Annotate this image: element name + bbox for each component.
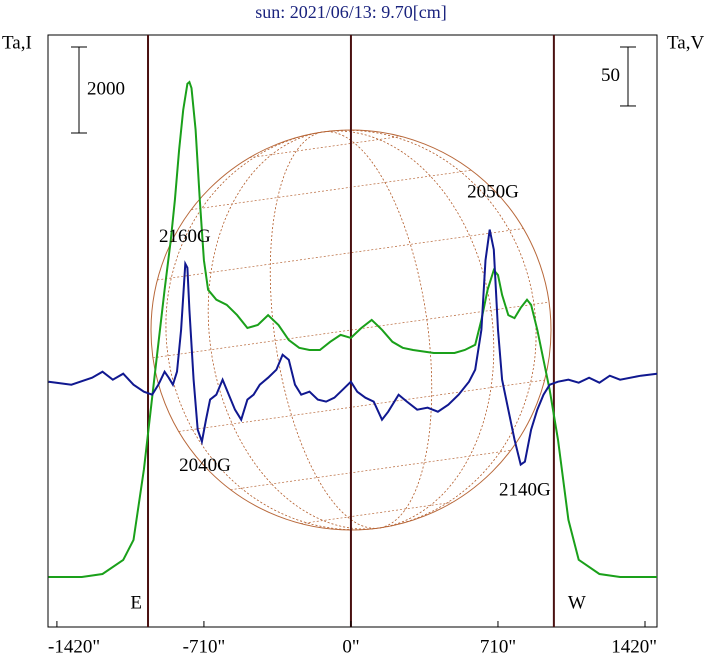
limb-label: E	[130, 592, 142, 613]
x-tick-label: 1420"	[611, 636, 657, 657]
limb-label: W	[568, 592, 586, 613]
x-tick-label: -1420"	[48, 636, 100, 657]
annotation: 2040G	[179, 455, 231, 476]
y-axis-label: Ta,I	[2, 32, 32, 53]
series-line	[48, 80, 657, 578]
parallel	[191, 169, 472, 210]
plot-frame	[47, 34, 658, 628]
x-tick-label: -710"	[183, 636, 226, 657]
x-tick-label: 0"	[342, 636, 359, 657]
annotation: 2160G	[159, 226, 211, 247]
parallel	[230, 450, 511, 491]
annotation: 2050G	[467, 181, 519, 202]
parallel	[157, 228, 524, 281]
scale-bar-label: 50	[601, 65, 620, 86]
parallel	[249, 136, 402, 159]
x-tick-label: 710"	[480, 636, 516, 657]
chart-title: sun: 2021/06/13: 9.70[cm]	[255, 2, 447, 22]
scale-bar-label: 2000	[87, 78, 125, 99]
y2-axis-label: Ta,V	[667, 32, 704, 53]
series-line	[48, 229, 658, 467]
parallel	[300, 501, 453, 524]
parallel	[178, 379, 545, 432]
annotation: 2140G	[499, 480, 551, 501]
